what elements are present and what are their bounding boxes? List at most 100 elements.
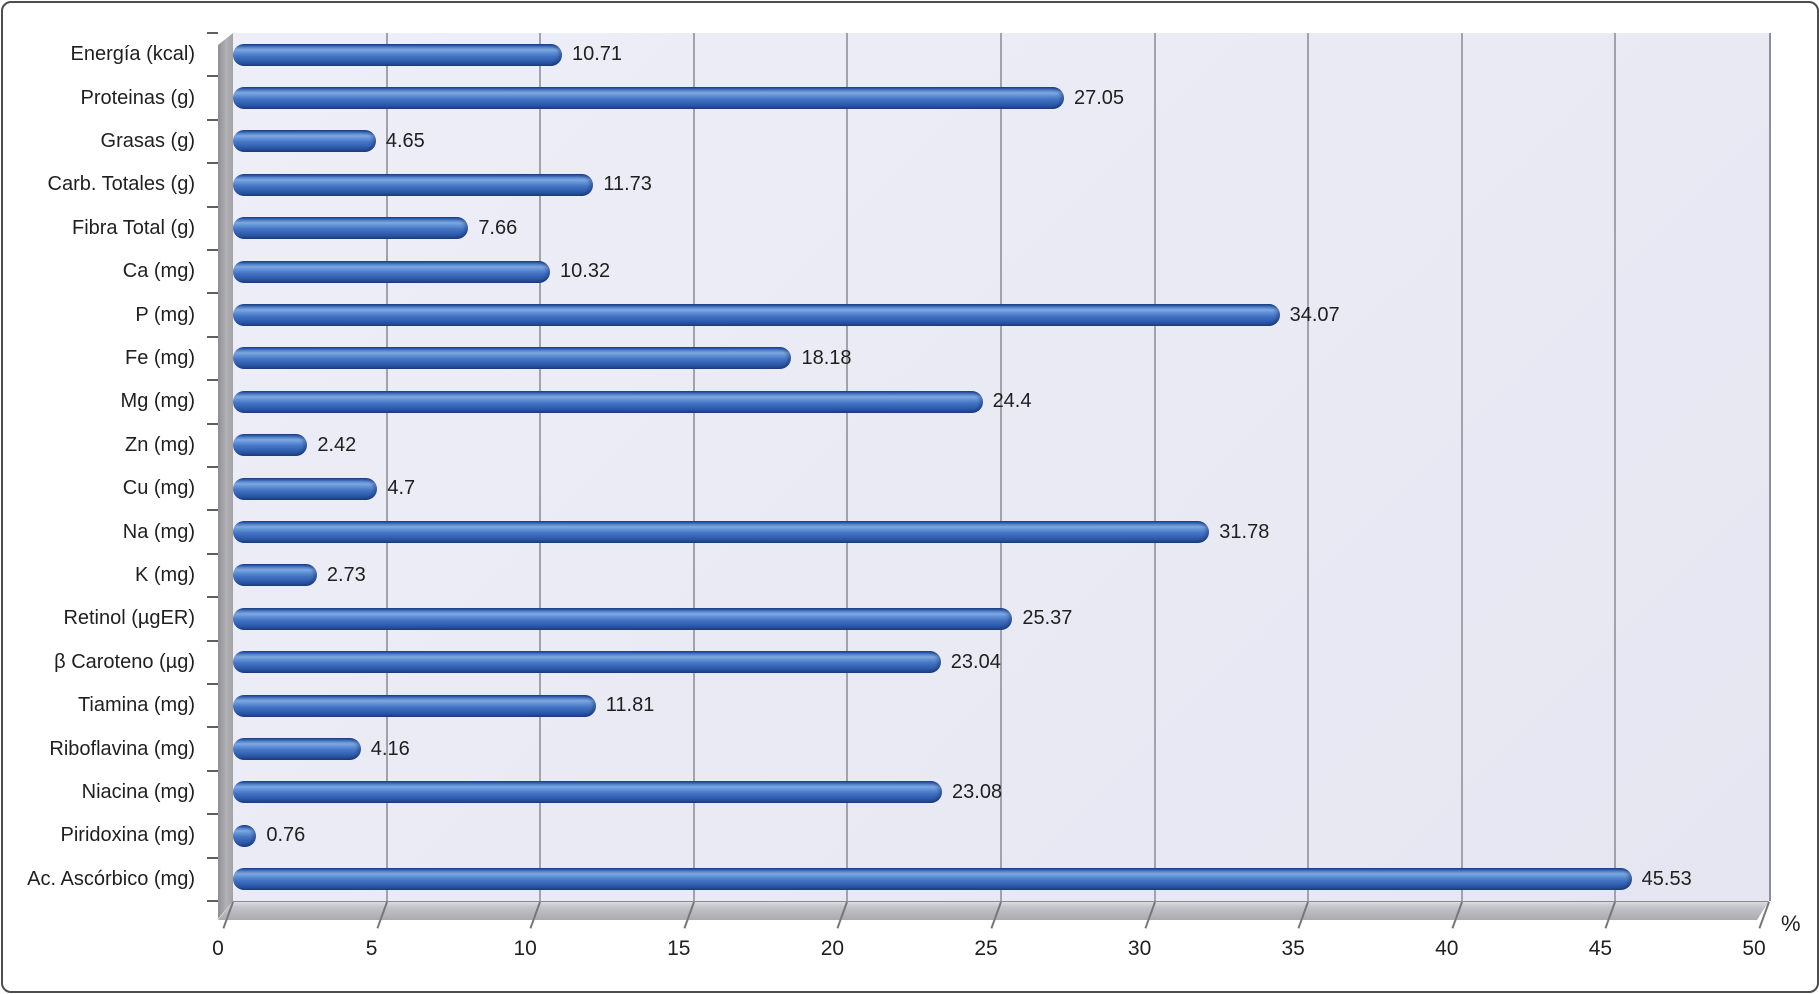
- bar-row: 34.07: [233, 293, 1769, 336]
- category-tick-mark: [207, 379, 218, 382]
- bar[interactable]: [233, 651, 941, 674]
- category-label: Zn (mg): [125, 433, 195, 456]
- bar-row: 23.08: [233, 771, 1769, 814]
- bar-value-label: 18.18: [801, 346, 852, 369]
- bar[interactable]: [233, 173, 594, 196]
- value-tick-label: 10: [513, 937, 537, 960]
- bar[interactable]: [233, 868, 1632, 891]
- gridline: [1000, 33, 1002, 901]
- bar-value-label: 4.65: [385, 129, 425, 152]
- bar[interactable]: [233, 477, 378, 500]
- bar-value-label: 31.78: [1219, 520, 1270, 543]
- gridline: [1460, 33, 1463, 901]
- bar-row: 10.32: [233, 250, 1769, 293]
- category-label: β Caroteno (µg): [54, 650, 195, 673]
- bar-value-label: 10.32: [560, 260, 611, 283]
- bar-row: 27.05: [233, 76, 1769, 119]
- category-tick-mark: [207, 32, 218, 34]
- bar[interactable]: [233, 304, 1280, 327]
- value-axis-unit-label: %: [1781, 911, 1801, 936]
- gridline: [1153, 33, 1156, 901]
- bar-row: 25.37: [233, 597, 1769, 640]
- category-label: Cu (mg): [122, 477, 195, 500]
- category-tick-mark: [207, 335, 218, 338]
- bar-value-label: 10.71: [572, 43, 623, 66]
- bar-row: 4.65: [233, 120, 1769, 163]
- bar-value-label: 11.81: [605, 694, 655, 717]
- category-label: Grasas (g): [100, 129, 195, 152]
- value-tick-label: 30: [1127, 937, 1152, 960]
- gridline: [385, 33, 388, 901]
- category-label: Energía (kcal): [70, 43, 196, 66]
- bar-row: 23.04: [233, 641, 1769, 684]
- category-label: Riboflavina (mg): [49, 737, 195, 760]
- category-tick-mark: [207, 639, 218, 642]
- bar-value-label: 4.7: [387, 477, 416, 500]
- bar-value-label: 23.08: [952, 780, 1003, 803]
- value-tick-label: 45: [1588, 937, 1613, 960]
- bar[interactable]: [233, 781, 943, 804]
- category-tick-mark: [207, 813, 218, 816]
- category-tick-mark: [207, 900, 218, 902]
- category-tick-mark: [207, 509, 218, 512]
- bar[interactable]: [233, 521, 1210, 544]
- category-tick-mark: [207, 249, 218, 251]
- bar-value-label: 25.37: [1022, 607, 1073, 630]
- category-tick-mark: [207, 856, 218, 859]
- category-label: Tiamina (mg): [77, 694, 195, 717]
- bar-row: 11.81: [233, 684, 1769, 727]
- bar[interactable]: [233, 824, 257, 847]
- bar-value-label: 11.73: [603, 173, 652, 196]
- category-label: Retinol (µgER): [63, 607, 195, 630]
- bar[interactable]: [233, 87, 1064, 110]
- category-label: Ca (mg): [122, 260, 195, 283]
- bar-row: 10.71: [233, 33, 1769, 76]
- value-tick-label: 40: [1435, 937, 1459, 960]
- value-tick-label: 35: [1281, 937, 1305, 960]
- category-label: Niacina (mg): [81, 780, 195, 803]
- value-tick-label: 5: [365, 937, 378, 960]
- bar-row: 4.16: [233, 727, 1769, 770]
- category-tick-mark: [207, 422, 218, 425]
- bar[interactable]: [233, 434, 308, 457]
- bar[interactable]: [233, 738, 361, 761]
- bar[interactable]: [233, 43, 562, 66]
- value-tick-label: 15: [667, 937, 691, 960]
- value-tick-label: 25: [974, 937, 998, 960]
- bar[interactable]: [233, 694, 596, 717]
- gridline: [1307, 33, 1310, 901]
- bar-row: 45.53: [233, 858, 1769, 901]
- bar-value-label: 2.42: [317, 433, 357, 456]
- category-tick-mark: [207, 118, 218, 121]
- category-tick-mark: [207, 162, 218, 165]
- chart-3d-floor: [218, 901, 1769, 920]
- bar[interactable]: [233, 564, 317, 587]
- category-label: Piridoxina (mg): [60, 824, 195, 847]
- category-label: K (mg): [135, 563, 195, 586]
- bar-value-label: 0.76: [266, 824, 306, 847]
- bar-value-label: 24.4: [992, 390, 1032, 413]
- bar[interactable]: [233, 390, 983, 413]
- category-label: Fe (mg): [125, 346, 195, 369]
- category-tick-mark: [207, 292, 218, 295]
- bar-row: 2.42: [233, 424, 1769, 467]
- bar-value-label: 7.66: [478, 216, 518, 239]
- category-tick-mark: [207, 205, 218, 208]
- bar[interactable]: [233, 607, 1013, 630]
- category-tick-mark: [207, 726, 218, 729]
- bar[interactable]: [233, 130, 376, 153]
- category-label: Mg (mg): [120, 390, 195, 413]
- bar-value-label: 4.16: [370, 737, 410, 760]
- plot-area: 10.71 27.05 4.65 11.73 7.66 10.32 34.07 18.18 24…: [233, 33, 1771, 901]
- bar[interactable]: [233, 217, 469, 240]
- bar-row: 24.4: [233, 380, 1769, 423]
- bar[interactable]: [233, 260, 551, 283]
- chart-3d-side-wall: [218, 33, 233, 919]
- category-axis-labels: Energía (kcal) Proteinas (g) Grasas (g) Car…: [3, 33, 203, 901]
- category-tick-mark: [207, 75, 218, 78]
- bar[interactable]: [233, 347, 792, 370]
- value-tick-label: 50: [1742, 937, 1766, 960]
- gridline: [539, 33, 542, 901]
- value-tick-label: 20: [820, 937, 845, 960]
- bar-value-label: 23.04: [950, 650, 1001, 673]
